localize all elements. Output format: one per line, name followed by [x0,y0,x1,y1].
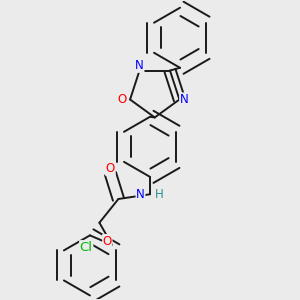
Text: O: O [103,235,112,248]
Text: N: N [135,59,144,72]
Text: N: N [136,188,145,201]
Text: O: O [118,93,127,106]
Text: N: N [180,93,188,106]
Text: H: H [155,188,164,201]
Text: Cl: Cl [80,241,93,254]
Text: O: O [106,163,115,176]
